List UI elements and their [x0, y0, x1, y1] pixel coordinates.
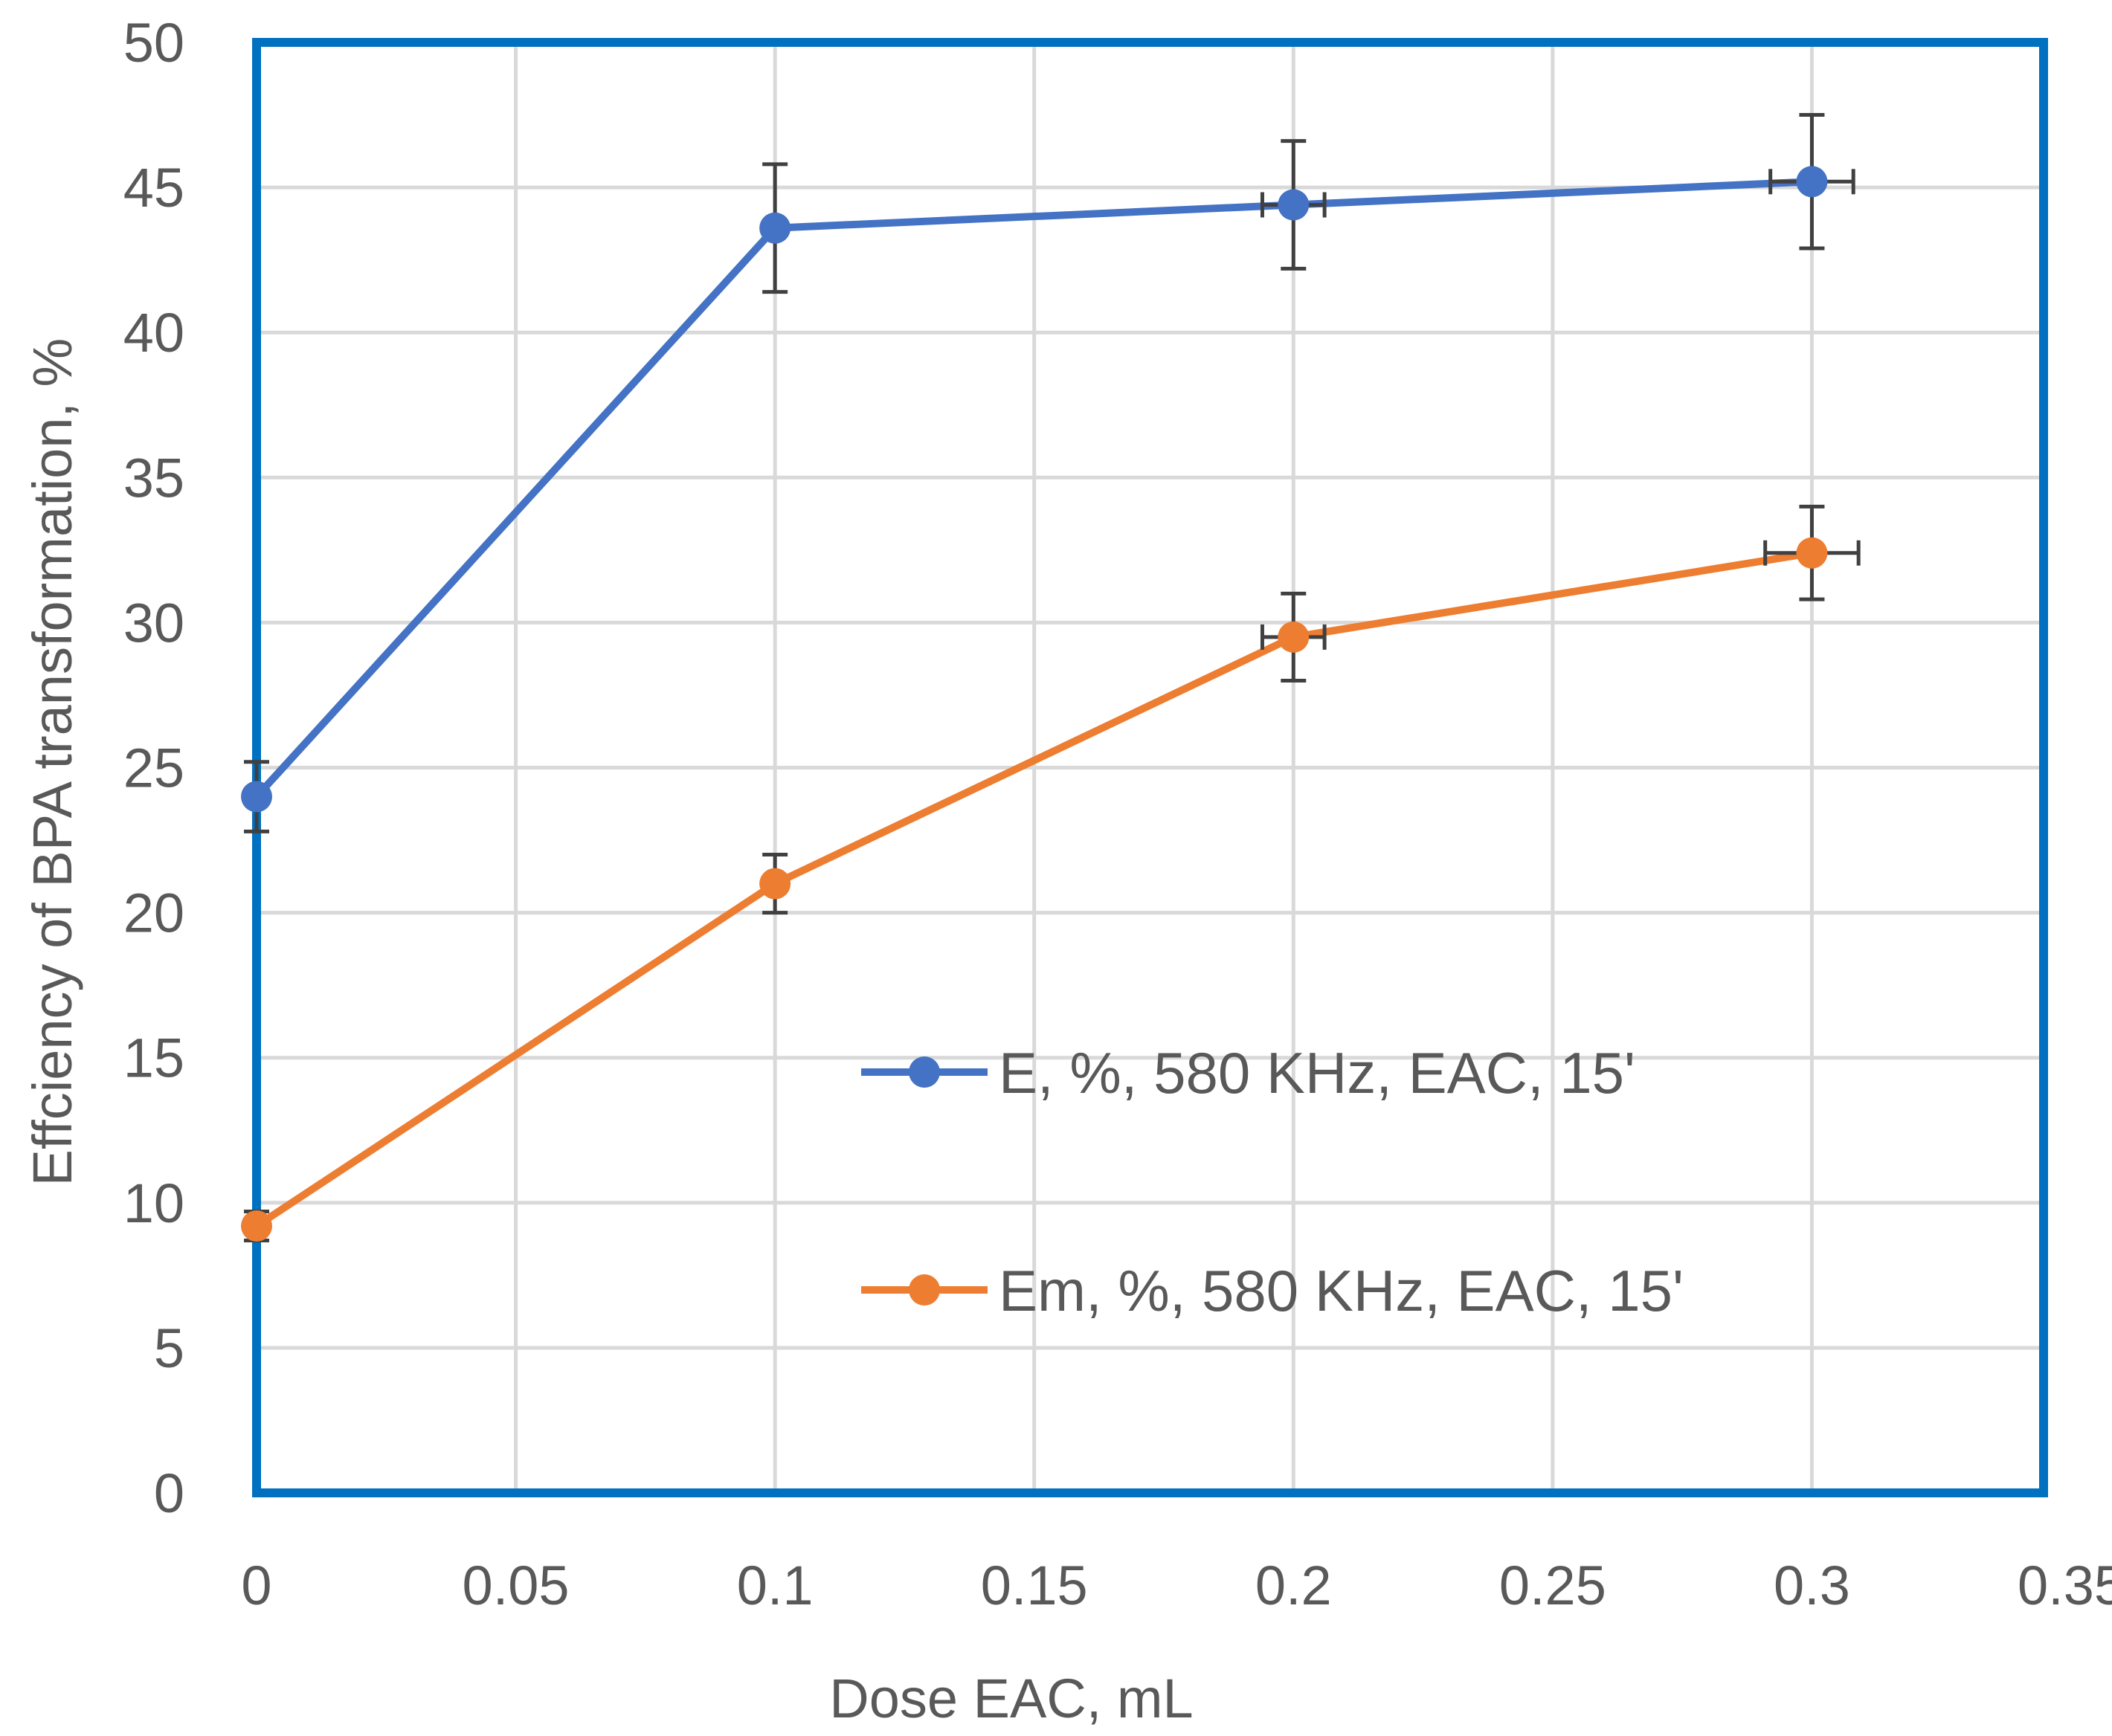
data-point	[759, 212, 791, 244]
y-tick-label: 40	[123, 302, 184, 364]
series-2	[241, 504, 1861, 1243]
series-layer	[241, 113, 1861, 1243]
legend-label: Em, %, 580 KHz, EAC, 15'	[999, 1258, 1684, 1323]
y-tick-label: 30	[123, 592, 184, 654]
legend-entry: E, %, 580 KHz, EAC, 15'	[861, 1040, 1635, 1106]
data-point	[241, 781, 272, 813]
x-tick-label: 0.3	[1774, 1555, 1850, 1616]
y-tick-label: 5	[154, 1317, 184, 1379]
x-tick-label: 0.1	[737, 1555, 814, 1616]
y-axis-ticks: 0 5 10 15 20 25 30 35 40 45 50	[123, 12, 184, 1524]
legend-marker	[909, 1056, 940, 1088]
y-tick-label: 50	[123, 12, 184, 74]
error-bar	[1763, 504, 1861, 601]
x-tick-label: 0.15	[981, 1555, 1088, 1616]
y-axis-title: Effciency of BPA transformation, %	[22, 338, 83, 1187]
legend-marker	[909, 1274, 940, 1306]
legend-label: E, %, 580 KHz, EAC, 15'	[999, 1040, 1635, 1106]
legend: E, %, 580 KHz, EAC, 15' Em, %, 580 KHz, E…	[861, 1040, 1684, 1323]
y-tick-label: 35	[123, 447, 184, 509]
x-axis-ticks: 0 0.05 0.1 0.15 0.2 0.25 0.3 0.35	[241, 1555, 2112, 1616]
data-point	[759, 868, 791, 900]
x-tick-label: 0.2	[1255, 1555, 1332, 1616]
x-tick-label: 0	[241, 1555, 271, 1616]
data-point	[1278, 189, 1310, 221]
data-point	[241, 1210, 272, 1242]
legend-entry: Em, %, 580 KHz, EAC, 15'	[861, 1258, 1684, 1323]
y-tick-label: 45	[123, 157, 184, 219]
x-tick-label: 0.35	[2018, 1555, 2112, 1616]
x-tick-label: 0.25	[1499, 1555, 1606, 1616]
data-point	[1278, 621, 1310, 653]
series-line	[254, 549, 1813, 1230]
y-tick-label: 10	[123, 1172, 184, 1234]
series-1	[241, 113, 1855, 833]
data-point	[1796, 537, 1828, 569]
series-line	[254, 178, 1812, 799]
data-point	[1796, 166, 1828, 198]
y-tick-label: 15	[123, 1027, 184, 1089]
y-tick-label: 25	[123, 738, 184, 799]
x-axis-title: Dose EAC, mL	[829, 1668, 1193, 1729]
y-tick-label: 0	[154, 1462, 184, 1524]
x-tick-label: 0.05	[463, 1555, 570, 1616]
y-tick-label: 20	[123, 882, 184, 944]
